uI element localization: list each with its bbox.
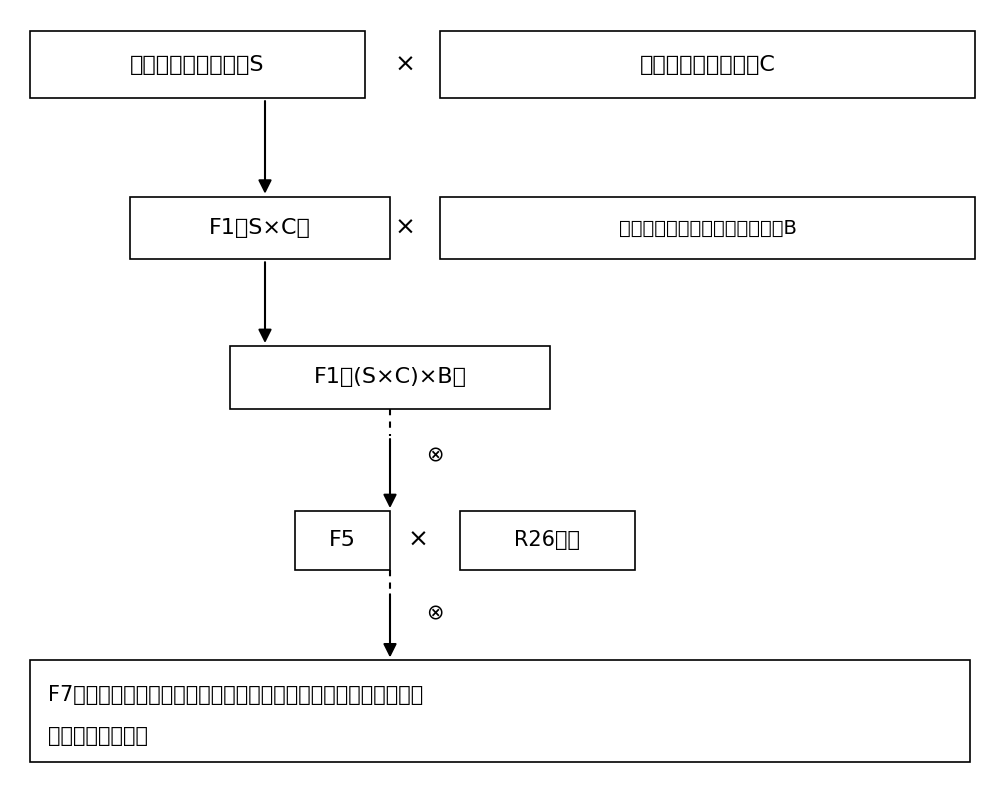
Bar [295,511,390,570]
Text: ×: × [394,216,416,240]
Text: ⊗: ⊗ [426,603,444,623]
Text: R26测交: R26测交 [514,531,580,550]
Text: ×: × [394,53,416,77]
Bar [230,346,550,409]
Text: F7，根据测交组合产量、耐高温和抗病情况淘汰表现差的不育系。: F7，根据测交组合产量、耐高温和抗病情况淘汰表现差的不育系。 [48,685,423,705]
Text: ⊗: ⊗ [426,446,444,466]
Bar [440,196,975,259]
Text: F5: F5 [329,531,356,550]
Bar [440,31,975,98]
Text: 耐高温粳糯农家品种C: 耐高温粳糯农家品种C [640,55,775,75]
Text: F1【(S×C)×B】: F1【(S×C)×B】 [314,367,466,387]
Text: F1（S×C）: F1（S×C） [209,218,311,238]
Text: 中选不育系定型。: 中选不育系定型。 [48,725,148,746]
Text: 现有水稻两系不育系S: 现有水稻两系不育系S [130,55,265,75]
Text: ×: × [408,528,428,552]
Bar [30,660,970,762]
Bar [460,511,635,570]
Text: 抗稻瘟病和稻曲病的三系保持系B: 抗稻瘟病和稻曲病的三系保持系B [619,219,796,237]
Bar [130,196,390,259]
Bar [30,31,365,98]
